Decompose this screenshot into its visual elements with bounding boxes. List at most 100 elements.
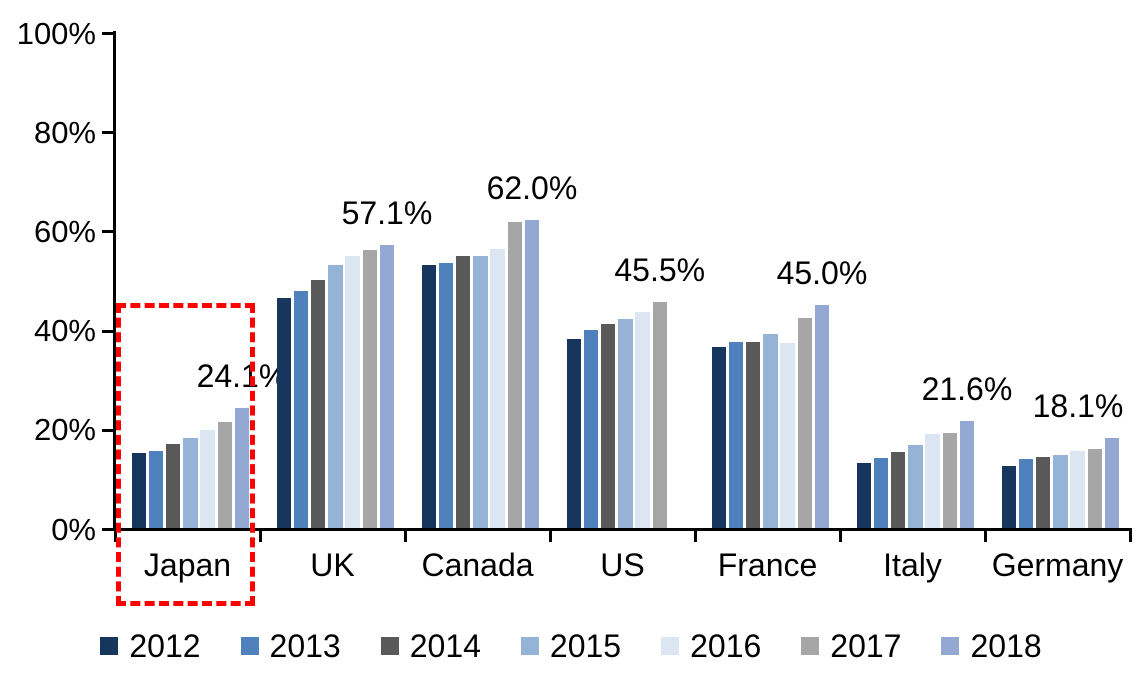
bar-US-2015 — [618, 319, 633, 528]
bar-Japan-2014 — [165, 444, 181, 528]
y-axis-tick — [102, 329, 115, 333]
y-axis-label: 20% — [33, 412, 96, 448]
bar-Germany-2012 — [1001, 466, 1016, 528]
legend-swatch-2015 — [520, 637, 539, 655]
bar-UK-2012 — [276, 298, 291, 528]
bar-UK-2016 — [345, 256, 360, 528]
bar-Italy-2012 — [856, 463, 871, 528]
bar-US-2012 — [566, 339, 581, 528]
y-axis-label: 0% — [51, 511, 96, 547]
bar-Italy-2017 — [942, 433, 957, 528]
legend-label-2013: 2013 — [269, 628, 341, 664]
bar-France-2017 — [797, 318, 812, 528]
legend: 2012 2013 2014 2015 2016 2017 2018 — [0, 628, 1142, 664]
bar-Japan-2012 — [131, 453, 146, 528]
legend-item-2018: 2018 — [941, 628, 1042, 664]
y-axis-label: 40% — [33, 313, 96, 349]
x-axis-tick — [983, 529, 987, 542]
bar-Canada-2015 — [473, 256, 488, 528]
legend-label-2015: 2015 — [549, 628, 622, 664]
bar-Japan-2015 — [183, 438, 198, 528]
bar-Germany-2016 — [1070, 451, 1085, 528]
y-axis-label: 80% — [33, 114, 96, 150]
bar-US-2013 — [583, 330, 599, 528]
highlight-box — [116, 303, 255, 606]
legend-label-2014: 2014 — [409, 628, 481, 664]
y-axis-tick — [102, 32, 115, 35]
bar-UK-2013 — [293, 291, 309, 528]
bar-France-2014 — [745, 342, 761, 528]
legend-item-2015: 2015 — [520, 628, 622, 664]
data-label: 45.0% — [776, 254, 868, 291]
bar-UK-2014 — [310, 280, 326, 528]
bar-Japan-2017 — [217, 422, 232, 528]
bar-Italy-2015 — [908, 445, 923, 528]
y-axis-tick — [102, 230, 115, 234]
legend-swatch-2013 — [240, 637, 259, 655]
bar-UK-2015 — [328, 265, 343, 528]
legend-label-2016: 2016 — [690, 628, 762, 664]
x-axis-tick — [113, 529, 117, 542]
bar-UK-2017 — [362, 250, 377, 528]
bar-Canada-2013 — [438, 263, 454, 528]
category-label: Italy — [883, 547, 942, 583]
bar-Germany-2018 — [1104, 438, 1120, 528]
bar-Germany-2015 — [1053, 455, 1068, 528]
category-label: France — [717, 547, 818, 583]
data-label: 24.1% — [196, 358, 288, 395]
bar-Canada-2018 — [524, 220, 540, 528]
bar-France-2012 — [711, 347, 726, 528]
x-axis-line — [112, 528, 1132, 531]
bar-Japan-2013 — [148, 451, 164, 528]
legend-item-2017: 2017 — [801, 628, 901, 664]
bar-France-2016 — [780, 343, 795, 528]
bar-Canada-2014 — [455, 256, 471, 528]
x-axis-tick — [838, 529, 842, 542]
category-label: Canada — [421, 547, 534, 583]
x-axis-tick — [1128, 529, 1132, 542]
x-axis-tick — [258, 529, 262, 542]
bar-Germany-2013 — [1018, 459, 1034, 528]
legend-swatch-2014 — [380, 637, 399, 655]
data-label: 62.0% — [486, 170, 578, 207]
bar-Italy-2014 — [890, 452, 906, 528]
legend-label-2017: 2017 — [830, 628, 902, 664]
bar-US-2014 — [600, 324, 616, 528]
bar-US-2016 — [635, 312, 650, 528]
bar-Canada-2017 — [507, 222, 522, 528]
legend-item-2014: 2014 — [380, 628, 481, 664]
legend-swatch-2017 — [801, 637, 820, 655]
legend-swatch-2016 — [661, 637, 680, 655]
x-axis-tick — [693, 529, 697, 542]
data-label: 21.6% — [921, 370, 1013, 407]
y-axis-label: 60% — [33, 213, 96, 249]
y-axis-tick — [102, 428, 115, 432]
bar-Italy-2016 — [925, 434, 940, 528]
legend-swatch-2018 — [941, 637, 960, 655]
bar-France-2018 — [814, 305, 830, 528]
legend-swatch-2012 — [100, 637, 119, 655]
bar-Canada-2012 — [421, 265, 436, 528]
bar-France-2013 — [728, 342, 744, 528]
category-label: Japan — [143, 547, 232, 583]
y-axis-tick — [102, 131, 115, 135]
category-label: Germany — [991, 547, 1124, 583]
legend-item-2016: 2016 — [661, 628, 761, 664]
bar-Germany-2014 — [1035, 457, 1051, 528]
category-label: US — [600, 547, 645, 583]
y-axis-tick — [102, 528, 115, 531]
legend-item-2012: 2012 — [100, 628, 201, 664]
bar-Japan-2018 — [234, 408, 250, 528]
data-label: 57.1% — [341, 194, 433, 231]
bar-UK-2018 — [379, 245, 395, 528]
x-axis-tick — [403, 529, 407, 542]
x-axis-tick — [548, 529, 552, 542]
bar-France-2015 — [763, 334, 778, 528]
bar-US-2017 — [652, 302, 667, 528]
y-axis-line — [112, 31, 116, 531]
legend-item-2013: 2013 — [240, 628, 341, 664]
bar-Japan-2016 — [200, 430, 215, 528]
data-label: 45.5% — [614, 252, 706, 289]
data-label: 18.1% — [1032, 388, 1124, 425]
